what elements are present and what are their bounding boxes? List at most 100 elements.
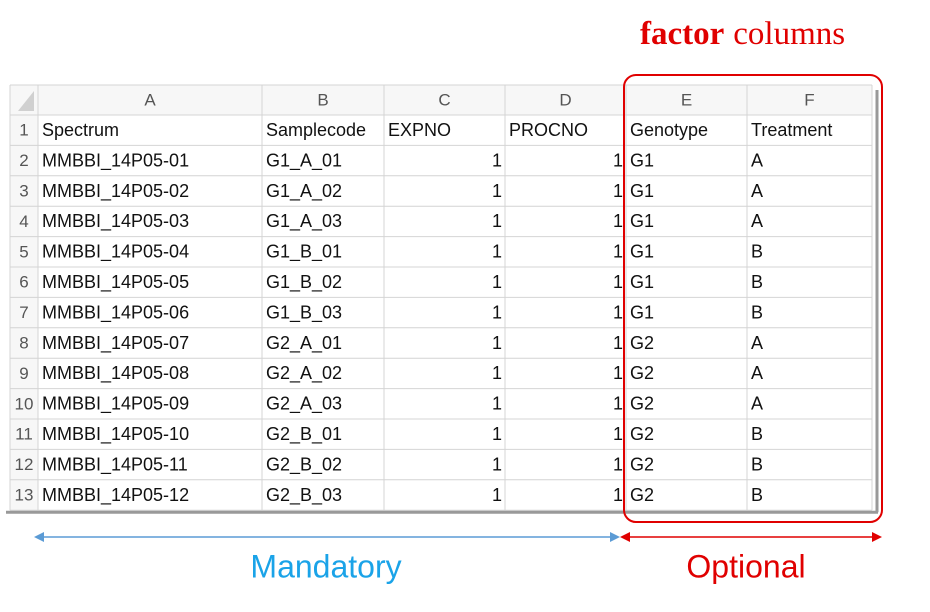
cell: MMBBI_14P05-12: [42, 485, 189, 506]
factor-highlight: [623, 74, 883, 523]
cell: G1_A_03: [266, 211, 342, 232]
arrow-head: [610, 532, 620, 542]
cell: G2: [630, 333, 654, 353]
cell: EXPNO: [388, 120, 451, 140]
cell: Spectrum: [42, 120, 119, 140]
row-number: 13: [15, 485, 34, 504]
cell: G2: [630, 363, 654, 383]
cell: G2_B_02: [266, 454, 342, 475]
cell: MMBBI_14P05-09: [42, 394, 189, 415]
cell: B: [751, 302, 763, 322]
cell: Genotype: [630, 120, 708, 140]
cell: MMBBI_14P05-07: [42, 333, 189, 354]
cell: 1: [492, 272, 502, 292]
cell: G1: [630, 181, 654, 201]
cell: B: [751, 272, 763, 292]
cell: G2: [630, 485, 654, 505]
cell: 1: [492, 333, 502, 353]
row-number: 4: [19, 212, 28, 231]
cell: B: [751, 454, 763, 474]
cell: MMBBI_14P05-08: [42, 363, 189, 384]
cell: 1: [492, 454, 502, 474]
optional-arrow: [620, 532, 882, 542]
arrow-head: [34, 532, 44, 542]
column-letter: E: [681, 90, 692, 109]
cell: 1: [613, 302, 623, 322]
cell: G1: [630, 302, 654, 322]
cell: A: [751, 181, 763, 201]
cell: 1: [613, 150, 623, 170]
header-row-bg: [10, 85, 872, 115]
optional-label: Optional: [686, 548, 805, 584]
cell: B: [751, 485, 763, 505]
cell: MMBBI_14P05-05: [42, 272, 189, 293]
title-bold: factor: [640, 16, 724, 52]
row-number: 10: [15, 394, 34, 413]
cell: A: [751, 363, 763, 383]
cell: G2_B_03: [266, 485, 342, 506]
cell: G1: [630, 150, 654, 170]
cell: 1: [613, 181, 623, 201]
cell: MMBBI_14P05-11: [42, 454, 188, 475]
cell: 1: [492, 181, 502, 201]
cell: G2: [630, 424, 654, 444]
cell: G2_A_03: [266, 394, 342, 415]
select-all: [18, 91, 34, 111]
row-number: 9: [19, 364, 28, 383]
cell: MMBBI_14P05-03: [42, 211, 189, 232]
cell: G1_A_02: [266, 181, 342, 202]
cell: 1: [492, 150, 502, 170]
cell: MMBBI_14P05-10: [42, 424, 189, 445]
cell: 1: [492, 211, 502, 231]
cell: B: [751, 424, 763, 444]
cell: 1: [492, 363, 502, 383]
cell: 1: [613, 272, 623, 292]
cell: G2: [630, 454, 654, 474]
cell: G2_B_01: [266, 424, 342, 445]
column-letter: D: [559, 90, 571, 109]
mandatory-arrow: [34, 532, 620, 542]
spreadsheet: A B C D E F1 Spectrum Samplecode EXPNO PROCNO Geno…: [6, 84, 879, 514]
cell: Samplecode: [266, 120, 366, 140]
row-number: 8: [19, 333, 28, 352]
row-number: 12: [15, 455, 34, 474]
arrow-head: [620, 532, 630, 542]
cell: MMBBI_14P05-04: [42, 242, 189, 263]
cell: 1: [613, 333, 623, 353]
cell: MMBBI_14P05-06: [42, 302, 189, 323]
cell: A: [751, 211, 763, 231]
cell: G1_B_03: [266, 302, 342, 323]
cell: G2: [630, 394, 654, 414]
cell: 1: [492, 485, 502, 505]
cell: Treatment: [751, 120, 832, 140]
row-number: 7: [19, 303, 28, 322]
cell: G1: [630, 272, 654, 292]
column-letter: F: [804, 90, 814, 109]
cell: A: [751, 394, 763, 414]
cell: 1: [492, 302, 502, 322]
column-letter: A: [144, 90, 156, 109]
cell: 1: [492, 424, 502, 444]
row-number: 6: [19, 273, 28, 292]
cell: B: [751, 242, 763, 262]
cell: MMBBI_14P05-02: [42, 181, 189, 202]
row-number: 2: [19, 151, 28, 170]
cell: 1: [613, 485, 623, 505]
cell: 1: [492, 394, 502, 414]
cell: PROCNO: [509, 120, 588, 140]
cell: G1_B_02: [266, 272, 342, 293]
cell: 1: [613, 363, 623, 383]
cell: 1: [492, 242, 502, 262]
row-number: 3: [19, 181, 28, 200]
cell: G2_A_02: [266, 363, 342, 384]
cell: 1: [613, 454, 623, 474]
cell: G1_B_01: [266, 242, 342, 263]
cell: 1: [613, 394, 623, 414]
cell: G1: [630, 211, 654, 231]
column-letter: B: [317, 90, 328, 109]
cell: G1_A_01: [266, 150, 342, 171]
cell: MMBBI_14P05-01: [42, 150, 189, 171]
mandatory-label: Mandatory: [250, 548, 401, 584]
cell: 1: [613, 424, 623, 444]
